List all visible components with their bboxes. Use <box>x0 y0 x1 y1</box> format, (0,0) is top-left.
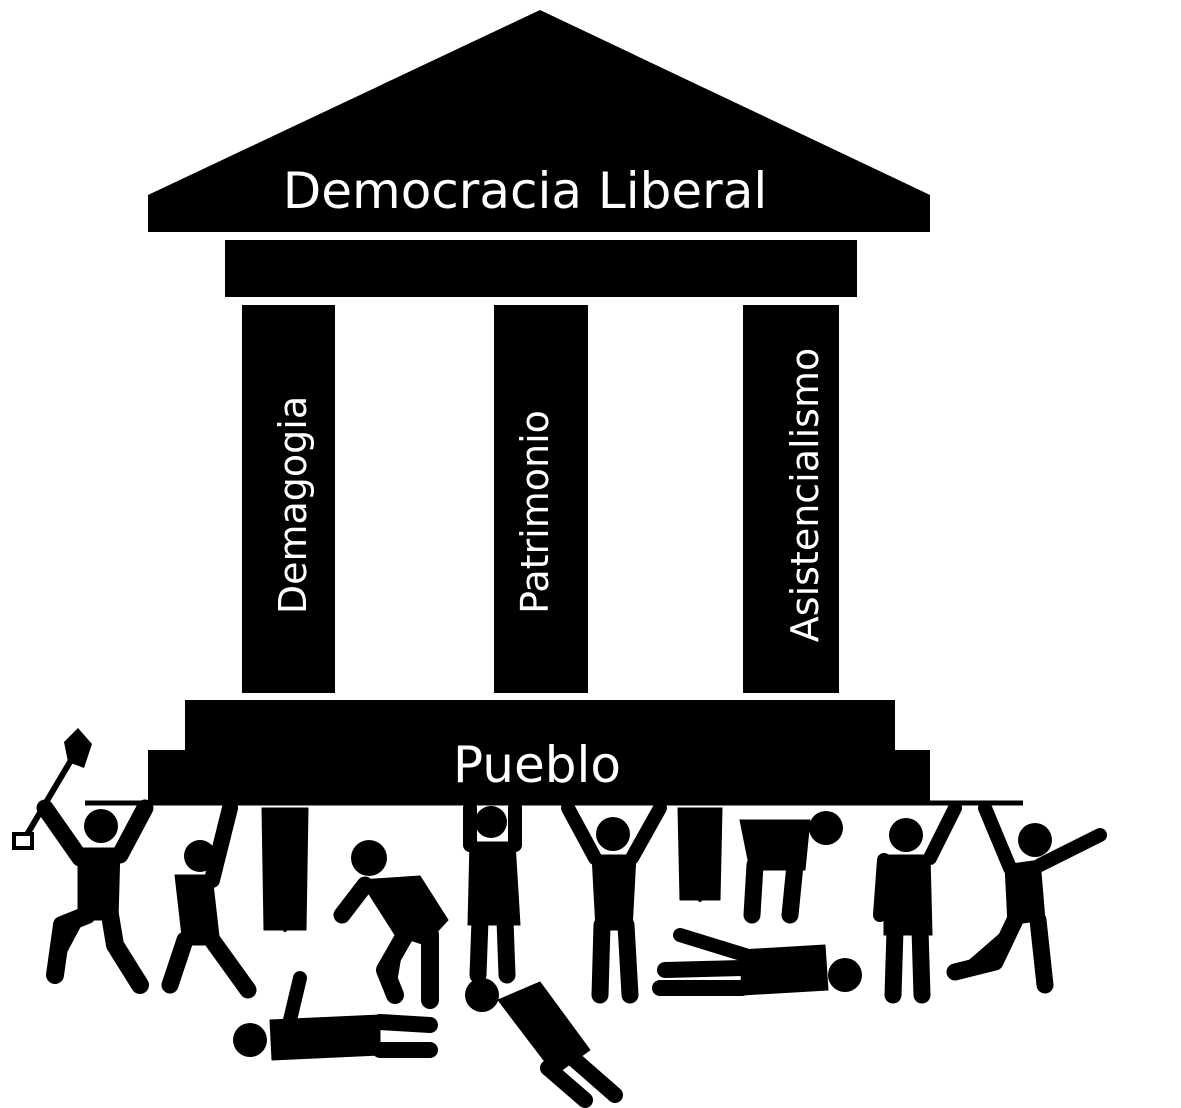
person-arms-up-icon <box>561 801 667 1004</box>
person-lying-2-icon <box>652 928 862 996</box>
people-crowd <box>12 728 1107 1108</box>
person-lying-icon <box>233 971 438 1061</box>
person-holding-2-icon <box>873 801 962 1004</box>
person-holding-icon <box>463 801 522 984</box>
person-pushing-icon <box>161 800 257 999</box>
person-standing-2-icon <box>677 807 723 902</box>
temple-base-lower <box>148 750 930 802</box>
temple-entablature <box>225 240 857 297</box>
pillar-label-patrimonio: Patrimonio <box>513 410 557 614</box>
person-crouching-icon <box>333 840 449 1009</box>
pillar-patrimonio <box>494 305 588 693</box>
person-jumping-icon <box>946 801 1107 994</box>
roof-label: Democracia Liberal <box>283 162 768 220</box>
pillar-asistencialismo <box>743 305 839 693</box>
pillar-label-asistencialismo: Asistencialismo <box>783 348 827 642</box>
temple-roof <box>148 10 930 232</box>
base-label: Pueblo <box>453 736 621 794</box>
pillar-label-demagogia: Demagogia <box>271 396 315 614</box>
person-shovel-icon <box>12 728 154 994</box>
person-standing-icon <box>261 807 309 932</box>
pillar-demagogia <box>242 305 335 693</box>
person-fallen-icon <box>465 978 623 1108</box>
person-bent-icon <box>739 811 843 924</box>
